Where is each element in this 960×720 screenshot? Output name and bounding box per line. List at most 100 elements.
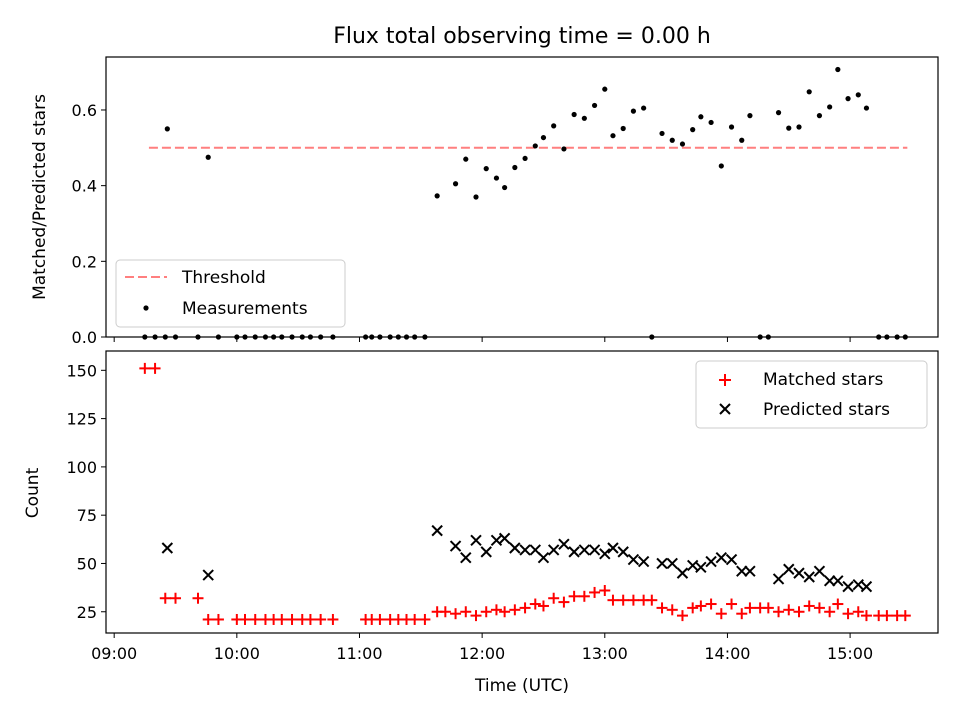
predicted-star-point [832, 575, 844, 587]
measurement-point [806, 89, 812, 95]
matched-star-point [480, 606, 492, 618]
matched-star-point [374, 613, 386, 625]
bottom-legend: Matched stars Predicted stars [695, 360, 928, 429]
matched-star-point [705, 598, 717, 610]
predicted-star-point [860, 580, 873, 593]
matched-star-point [519, 602, 531, 614]
measurement-point [827, 104, 833, 110]
cross-b [202, 569, 214, 581]
matched-star-point [617, 594, 629, 606]
cross-b [449, 540, 462, 552]
matched-star-point [726, 598, 738, 610]
predicted-star-point [744, 565, 756, 577]
cross-b [588, 544, 601, 556]
x-tick-label: 09:00 [91, 644, 137, 663]
measurement-point [747, 113, 753, 119]
predicted-star-point [656, 557, 668, 570]
matched-star-point [860, 610, 872, 622]
cross-b [509, 542, 521, 554]
measurement-point [463, 156, 469, 162]
predicted-star-point [547, 544, 560, 556]
predicted-star-point [823, 575, 836, 587]
predicted-star-point [558, 538, 570, 550]
predicted-star-point [783, 563, 795, 575]
measurement-point [452, 181, 459, 187]
x-tick-label: 10:00 [214, 644, 260, 663]
bottom-y-axis-label: Count [23, 467, 43, 518]
cross-b [823, 575, 836, 587]
predicted-stars-series [161, 524, 873, 593]
measurement-point [620, 125, 626, 132]
cross-b [470, 534, 482, 546]
predicted-star-point [470, 534, 482, 546]
predicted-star-point [793, 567, 805, 579]
matched-star-point [304, 613, 316, 625]
matched-star-point [736, 608, 748, 620]
cross-b [519, 544, 531, 556]
measurement-point [659, 130, 665, 137]
cross-b [637, 555, 650, 568]
matched-star-point [548, 592, 560, 604]
matched-star-point [315, 613, 327, 625]
matched-star-point [149, 362, 161, 374]
cross-b [607, 542, 619, 554]
matched-star-point [656, 602, 668, 614]
matched-star-point [249, 613, 261, 625]
matched-star-point [286, 613, 298, 625]
measurement-point [164, 126, 170, 132]
matched-star-point [212, 613, 224, 625]
measurement-point [775, 110, 782, 116]
measurement-point [739, 137, 745, 143]
measurement-point [708, 119, 714, 126]
matched-star-point [529, 598, 541, 610]
measurement-point [690, 127, 696, 133]
predicted-star-point [725, 553, 738, 566]
cross-b [842, 580, 854, 593]
cross-b [480, 546, 492, 558]
measurement-point [532, 143, 538, 149]
measurement-point [786, 125, 792, 131]
y-tick-label: 125 [66, 410, 97, 429]
matched-star-point [439, 606, 451, 618]
cross-b [783, 563, 795, 575]
matched-star-point [793, 606, 805, 618]
cross-b [460, 551, 472, 564]
measurement-point [641, 105, 647, 111]
measurement-point [561, 146, 567, 152]
cross-b [627, 553, 640, 566]
top-panel: 0.0 0.2 0.4 0.6 Matched/Predicted stars Thr… [30, 56, 939, 347]
matched-star-point [832, 598, 844, 610]
predicted-star-point [842, 580, 854, 593]
cross-b [161, 542, 174, 554]
matched-stars-series [139, 362, 911, 625]
matched-star-point [824, 606, 836, 618]
cross-b [715, 551, 728, 564]
matched-star-point [762, 602, 774, 614]
top-y-axis-label: Matched/Predicted stars [30, 94, 50, 300]
bottom-y-axis: 25 50 75 100 125 150 [66, 361, 106, 622]
cross-b [599, 548, 611, 560]
measurement-point [581, 115, 587, 121]
matched-star-point [499, 606, 511, 618]
matched-star-point [881, 610, 893, 622]
predicted-star-point [588, 544, 601, 556]
cross-b [860, 580, 873, 593]
cross-b [490, 534, 503, 546]
measurement-point [512, 164, 518, 171]
cross-b [852, 579, 864, 591]
cross-b [676, 567, 689, 579]
y-tick-label: 150 [66, 361, 97, 380]
matched-star-point [490, 604, 502, 616]
predicted-star-point [617, 546, 629, 558]
predicted-star-point [715, 551, 728, 564]
predicted-star-point [537, 551, 550, 564]
matched-star-point [687, 602, 699, 614]
matched-star-point [744, 602, 756, 614]
matched-star-point [192, 592, 204, 604]
predicted-star-point [676, 567, 689, 579]
matched-star-point [899, 610, 911, 622]
y-tick-label: 100 [66, 458, 97, 477]
measurement-point [434, 193, 440, 199]
cross-b [832, 575, 844, 587]
cross-b [547, 544, 560, 556]
